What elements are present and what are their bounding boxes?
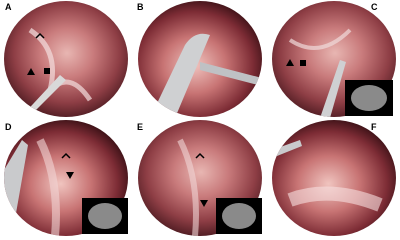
ct-inset [222,203,256,229]
ct-inset [88,203,122,229]
marker [300,60,306,66]
marker [44,68,50,74]
panel: E [137,120,262,236]
panel-label: B [137,2,144,12]
panel-label: F [371,122,377,132]
panel: B [137,1,262,117]
endoscopic-view [4,1,128,117]
panel-label: D [5,122,12,132]
ct-inset [351,85,387,111]
marker [61,152,71,159]
marker [195,152,205,159]
marker [66,172,74,179]
panel-label: E [137,122,143,132]
panel-label: C [371,2,378,12]
marker [35,32,45,39]
panel: D [4,120,128,236]
marker [286,59,294,66]
panel-label: A [5,2,12,12]
marker [27,68,35,75]
endoscopic-view [272,120,396,236]
panel: C [272,1,396,117]
endoscopic-view [138,1,262,117]
panel: F [272,120,396,236]
panel: A [4,1,128,117]
marker [200,200,208,207]
